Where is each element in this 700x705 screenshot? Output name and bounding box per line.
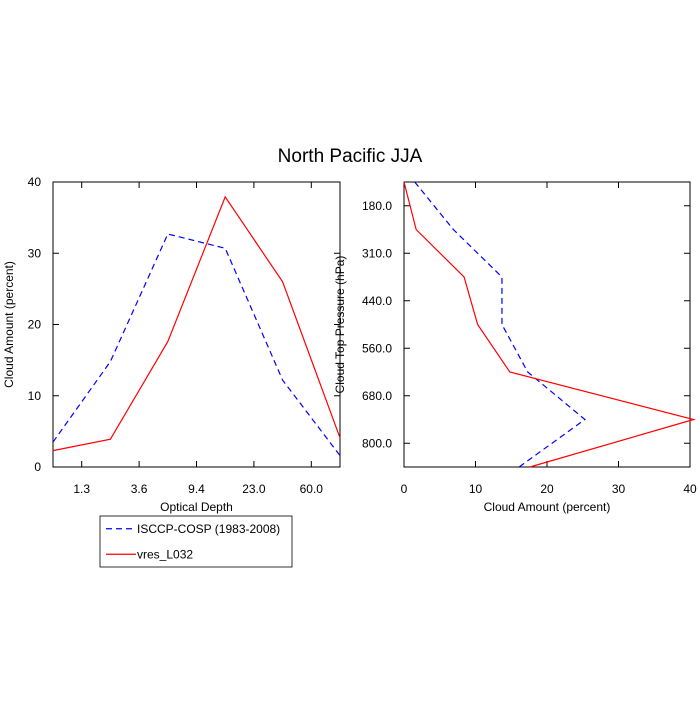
y-axis-label: Cloud Amount (percent)	[2, 261, 16, 388]
y-tick-label: 440.0	[362, 294, 392, 308]
x-tick-label: 3.6	[131, 482, 148, 496]
y-tick-label: 180.0	[362, 199, 392, 213]
figure-title: North Pacific JJA	[278, 146, 423, 167]
y-tick-label: 0	[34, 460, 41, 474]
x-tick-label: 0	[401, 482, 408, 496]
plot-frame	[403, 181, 691, 468]
legend-label: vres_L032	[137, 547, 193, 561]
y-tick-label: 10	[28, 389, 42, 403]
y-tick-label: 30	[28, 246, 42, 260]
x-tick-label: 10	[469, 482, 483, 496]
series-line	[414, 181, 586, 468]
x-tick-label: 60.0	[300, 482, 324, 496]
x-tick-label: 1.3	[73, 482, 90, 496]
y-tick-label: 560.0	[362, 341, 392, 355]
x-axis-label: Optical Depth	[160, 500, 233, 514]
series-line	[52, 233, 341, 456]
x-axis-label: Cloud Amount (percent)	[484, 500, 611, 514]
y-tick-label: 800.0	[362, 436, 392, 450]
y-axis-label: Cloud Top Pressure (hPa)	[333, 256, 347, 394]
legend-label: ISCCP-COSP (1983-2008)	[137, 522, 280, 536]
x-tick-label: 40	[683, 482, 697, 496]
y-tick-label: 310.0	[362, 246, 392, 260]
x-tick-label: 23.0	[242, 482, 266, 496]
series-line	[52, 195, 341, 452]
x-tick-label: 30	[612, 482, 626, 496]
y-tick-label: 40	[28, 175, 42, 189]
plot-frame	[52, 181, 341, 468]
y-tick-label: 680.0	[362, 389, 392, 403]
y-tick-label: 20	[28, 318, 42, 332]
x-tick-label: 20	[540, 482, 554, 496]
x-tick-label: 9.4	[188, 482, 205, 496]
legend-box	[99, 515, 293, 568]
series-line	[403, 181, 696, 468]
